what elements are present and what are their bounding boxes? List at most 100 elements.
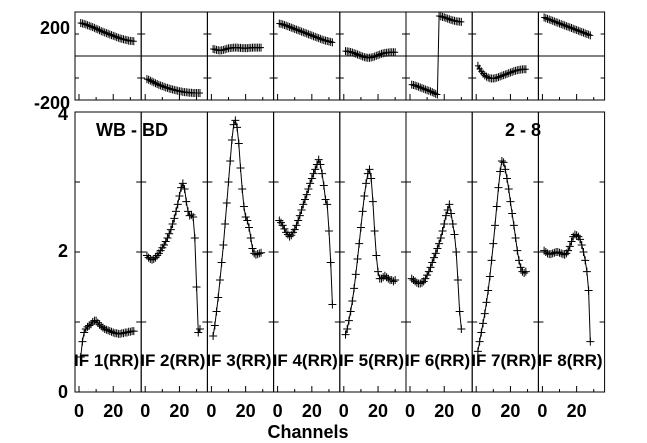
x-tick-label: 20 (500, 401, 520, 421)
amp-point (368, 197, 377, 206)
amp-point (391, 276, 400, 284)
amp-point (170, 214, 179, 223)
amp-point (374, 267, 383, 276)
amp-point (450, 230, 459, 239)
x-axis-label: Channels (267, 422, 348, 442)
phase-y-tick-bottom: -200 (34, 93, 70, 113)
amp-point (351, 270, 360, 279)
x-tick-label: 20 (236, 401, 256, 421)
panel-3: 0 20 IF 3(RR) (206, 11, 275, 421)
amp-point (423, 271, 432, 280)
amp-point (116, 329, 125, 338)
amp-point (122, 328, 131, 337)
amp-point (144, 253, 153, 262)
amp-point (149, 255, 158, 263)
amp-point (433, 244, 442, 253)
amp-point (416, 279, 425, 288)
amp-point (238, 185, 247, 193)
amp-point (226, 157, 235, 165)
amp-point (555, 248, 564, 257)
amp-point (353, 255, 362, 263)
amp-point (168, 220, 177, 228)
amp-point (224, 178, 233, 186)
panel-label: IF 4(RR) (273, 351, 338, 370)
amp-point (348, 297, 357, 305)
x-tick-label: 20 (302, 401, 322, 421)
amp-point (479, 319, 488, 328)
amp-point (92, 316, 101, 325)
amp-point (239, 202, 248, 211)
amp-point (295, 211, 304, 220)
amp-point (577, 241, 586, 249)
amp-point (516, 263, 525, 272)
amp-point (100, 325, 109, 333)
phase-y-tick-top: 200 (40, 18, 70, 38)
amp-point (497, 157, 506, 165)
panel-label: IF 3(RR) (206, 351, 271, 370)
amp-point (210, 321, 219, 330)
x-tick-label: 0 (471, 401, 481, 421)
amp-point (560, 250, 569, 259)
amp-point (148, 255, 157, 264)
amp-point (86, 320, 95, 329)
amp-point (109, 328, 118, 337)
amp-point (360, 192, 369, 200)
amp-point (78, 337, 87, 346)
amp-point (440, 220, 449, 228)
amp-point (344, 316, 353, 325)
amp-point (548, 249, 557, 258)
amp-point (372, 251, 381, 260)
amp-point (501, 165, 510, 174)
phase-series-line (80, 22, 134, 42)
amp-point (209, 332, 218, 340)
amp-point (499, 158, 508, 167)
x-tick-label: 0 (74, 401, 84, 421)
amp-point (421, 274, 430, 283)
amp-point (231, 116, 240, 125)
phase-series-line (212, 47, 261, 52)
amp-point (363, 169, 372, 178)
amp-point (489, 239, 498, 248)
amp-point (514, 256, 523, 265)
amp-point (182, 197, 191, 206)
amp-point (294, 216, 303, 225)
amp-point (496, 167, 505, 176)
amp-point (212, 307, 221, 316)
amp-point (457, 325, 466, 333)
amp-point (243, 216, 252, 225)
amp-point (194, 328, 203, 337)
amp-point (195, 325, 204, 333)
amp-point (319, 181, 328, 190)
amp-point (389, 277, 398, 286)
amp-point (436, 234, 445, 242)
amp-point (85, 321, 94, 330)
amp-point (570, 230, 579, 239)
amp-point (160, 241, 169, 249)
amp-point (428, 258, 437, 267)
amp-point (565, 242, 574, 251)
amp-point (311, 165, 320, 174)
amp-point (222, 199, 231, 207)
amp-point (447, 209, 456, 218)
amp-point (119, 329, 128, 338)
amp-point (180, 185, 189, 193)
amp-point (586, 337, 595, 346)
amp-point (163, 234, 172, 242)
amp-point (365, 165, 374, 174)
amp-point (491, 221, 500, 230)
amp-point (455, 307, 464, 316)
amp-point (521, 267, 530, 276)
amp-point (309, 169, 318, 178)
amp-y-tick-0: 0 (58, 382, 68, 402)
panel-label: IF 5(RR) (339, 351, 404, 370)
amp-point (219, 241, 228, 249)
amp-point (553, 248, 562, 256)
amp-point (278, 221, 287, 230)
amp-frame (74, 111, 142, 393)
amp-point (98, 323, 107, 332)
amp-point (445, 200, 454, 209)
amp-point (492, 202, 501, 211)
amp-point (165, 229, 174, 238)
amp-point (102, 325, 111, 334)
